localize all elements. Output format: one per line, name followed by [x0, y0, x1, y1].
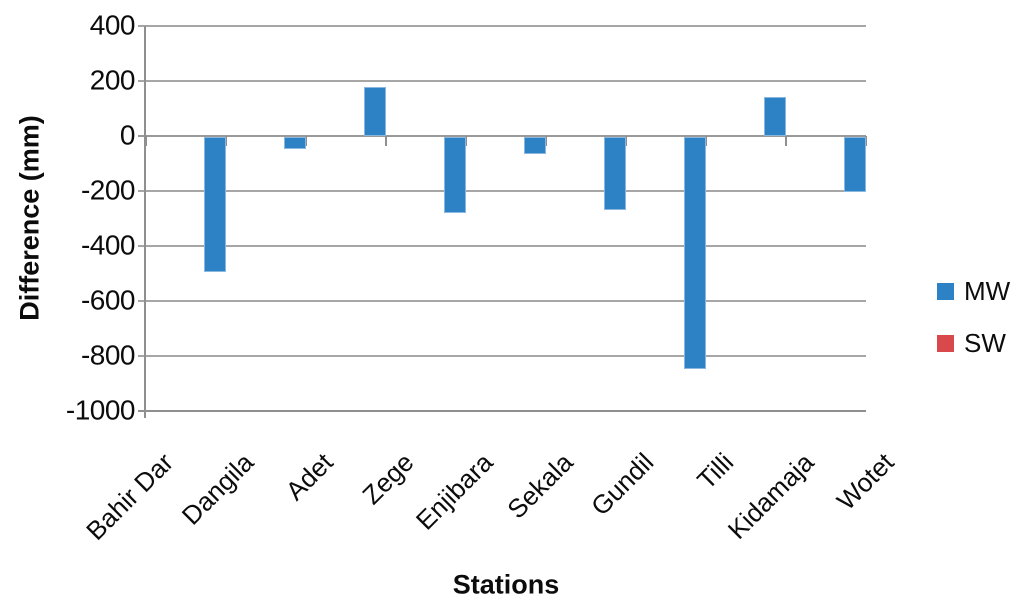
- legend-swatch-sw-icon: [937, 335, 954, 352]
- legend-swatch-mw-icon: [937, 283, 954, 300]
- category-tick-8: [785, 136, 787, 146]
- category-tick-0: [145, 136, 147, 146]
- gridline--400: [138, 245, 866, 247]
- legend-label-mw: MW: [964, 276, 1011, 306]
- x-tick-label-bahir-dar: Bahir Dar: [80, 447, 180, 546]
- legend-label-sw: SW: [964, 328, 1006, 358]
- gridline-0: [138, 135, 866, 138]
- y-axis-line: [144, 26, 146, 418]
- bar-tilli-mw: [683, 137, 706, 370]
- gridline-200: [138, 80, 866, 82]
- category-tick-4: [465, 136, 467, 146]
- y-tick-label--400: -400: [80, 229, 136, 261]
- gridline--800: [138, 355, 866, 357]
- legend-item-sw: SW: [937, 328, 1006, 359]
- y-tick-label-200: 200: [89, 64, 136, 96]
- x-axis-title: Stations: [452, 569, 560, 600]
- x-tick-label-zege: Zege: [355, 447, 420, 511]
- bar-dangila-mw: [203, 137, 226, 272]
- bar-adet-mw: [283, 137, 306, 150]
- bar-wotet-mw: [844, 137, 866, 192]
- x-tick-label-gundil: Gundil: [584, 447, 660, 522]
- legend-item-mw: MW: [937, 276, 1010, 307]
- x-tick-label-adet: Adet: [280, 447, 340, 507]
- gridline--600: [138, 300, 866, 302]
- gridline--200: [138, 190, 866, 192]
- x-tick-label-tilli: Tilli: [691, 447, 740, 496]
- category-tick-6: [625, 136, 627, 146]
- y-tick-label--800: -800: [80, 339, 136, 371]
- y-tick-label--600: -600: [80, 284, 136, 316]
- category-tick-1: [225, 136, 227, 146]
- x-tick-label-dangila: Dangila: [175, 447, 260, 531]
- category-tick-3: [385, 136, 387, 146]
- x-tick-label-wotet: Wotet: [830, 447, 900, 516]
- category-tick-5: [545, 136, 547, 146]
- y-axis-title: Difference (mm): [14, 115, 45, 321]
- bar-sekala-mw: [523, 137, 546, 154]
- bar-kidamaja-mw: [763, 97, 786, 136]
- x-tick-label-kidamaja: Kidamaja: [721, 447, 820, 545]
- x-tick-label-enjibara: Enjibara: [410, 447, 500, 536]
- y-tick-label-400: 400: [89, 9, 136, 41]
- y-tick-label-0: 0: [119, 119, 136, 151]
- x-tick-label-sekala: Sekala: [501, 447, 580, 525]
- bar-enjibara-mw: [443, 137, 466, 213]
- bar-zege-mw: [363, 87, 386, 136]
- y-tick-label--1000: -1000: [65, 394, 136, 426]
- y-tick-label--200: -200: [80, 174, 136, 206]
- gridline-400: [138, 25, 866, 27]
- gridline--1000: [138, 410, 866, 413]
- bar-gundil-mw: [603, 137, 626, 210]
